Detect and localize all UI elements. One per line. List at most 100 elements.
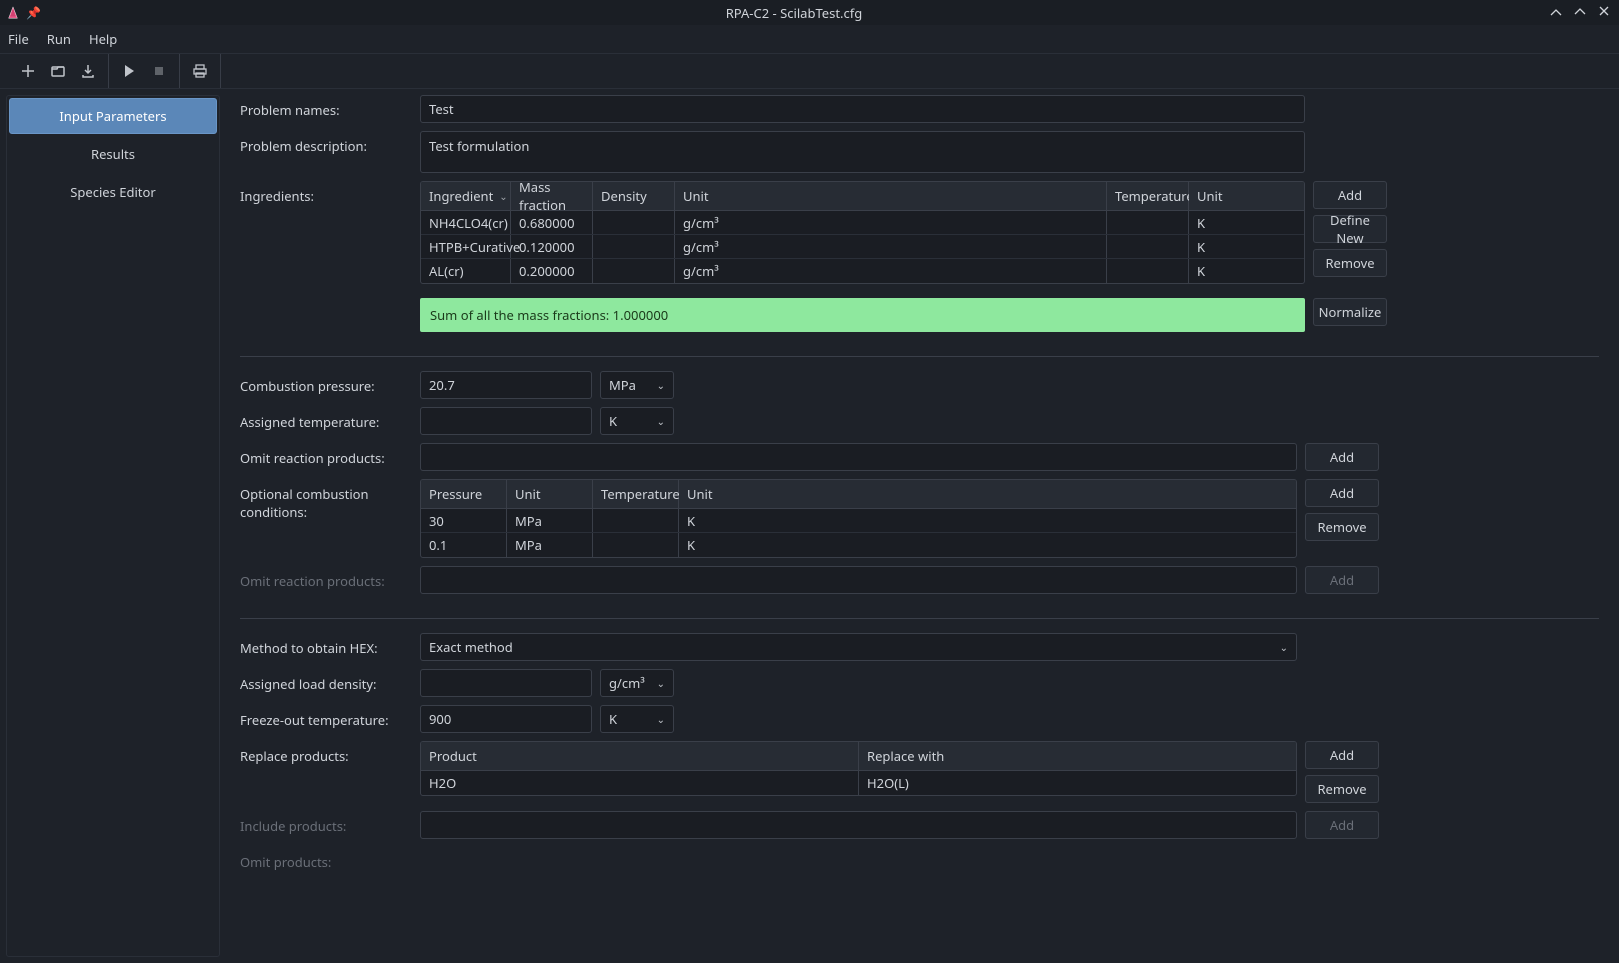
problem-description-input[interactable]: Test formulation xyxy=(420,131,1305,173)
table-row[interactable]: 0.1MPaK xyxy=(421,533,1296,557)
save-button[interactable] xyxy=(74,57,102,85)
replace-products-table[interactable]: Product Replace with H2OH2O(L) xyxy=(420,741,1297,796)
cell-unit: MPa xyxy=(507,533,593,557)
col-pressure[interactable]: Pressure xyxy=(421,480,507,508)
cell-unit: MPa xyxy=(507,509,593,532)
sidebar-item-species-editor[interactable]: Species Editor xyxy=(9,174,217,210)
combustion-pressure-unit-select[interactable]: MPa⌄ xyxy=(600,371,674,399)
table-row[interactable]: H2OH2O(L) xyxy=(421,771,1296,795)
menu-help[interactable]: Help xyxy=(89,30,117,48)
sidebar-item-input-parameters[interactable]: Input Parameters xyxy=(9,98,217,134)
omit-products-add-button-2: Add xyxy=(1305,566,1379,594)
include-products-input[interactable] xyxy=(420,811,1297,839)
ingredients-add-button[interactable]: Add xyxy=(1313,181,1387,209)
sidebar-item-results[interactable]: Results xyxy=(9,136,217,172)
cell-mass-fraction: 0.200000 xyxy=(511,259,593,283)
cell-ingredient: HTPB+Curative xyxy=(421,235,511,258)
cell-mass-fraction: 0.680000 xyxy=(511,211,593,234)
toolbar xyxy=(0,53,1619,89)
col-temperature[interactable]: Temperature xyxy=(593,480,679,508)
col-ingredient[interactable]: Ingredient⌄ xyxy=(421,182,511,210)
load-density-input[interactable] xyxy=(420,669,592,697)
menu-run[interactable]: Run xyxy=(47,30,71,48)
include-products-add-button: Add xyxy=(1305,811,1379,839)
problem-name-input[interactable] xyxy=(420,95,1305,123)
load-density-unit-select[interactable]: g/cm³⌄ xyxy=(600,669,674,697)
sidebar: Input Parameters Results Species Editor xyxy=(6,95,220,957)
cell-unit: g/cm³ xyxy=(675,211,1107,234)
cell-mass-fraction: 0.120000 xyxy=(511,235,593,258)
cell-ingredient: NH4CLO4(cr) xyxy=(421,211,511,234)
replace-add-button[interactable]: Add xyxy=(1305,741,1379,769)
cell-unit: g/cm³ xyxy=(675,259,1107,283)
normalize-button[interactable]: Normalize xyxy=(1313,298,1387,326)
col-product[interactable]: Product xyxy=(421,742,859,770)
assigned-temperature-unit-select[interactable]: K⌄ xyxy=(600,407,674,435)
label-ingredients: Ingredients: xyxy=(240,181,420,205)
method-hex-select[interactable]: Exact method⌄ xyxy=(420,633,1297,661)
label-optional-conditions: Optional combustion conditions: xyxy=(240,479,420,521)
pin-icon[interactable]: 📌 xyxy=(26,4,41,21)
window-title: RPA-C2 - ScilabTest.cfg xyxy=(41,4,1547,22)
conditions-remove-button[interactable]: Remove xyxy=(1305,513,1379,541)
label-omit-products: Omit products: xyxy=(240,847,420,871)
col-unit[interactable]: Unit xyxy=(675,182,1107,210)
divider xyxy=(240,618,1599,619)
col-unit2[interactable]: Unit xyxy=(679,480,1296,508)
stop-button xyxy=(145,57,173,85)
combustion-pressure-input[interactable] xyxy=(420,371,592,399)
titlebar: 📌 RPA-C2 - ScilabTest.cfg xyxy=(0,0,1619,25)
ingredients-table[interactable]: Ingredient⌄ Mass fraction Density Unit T… xyxy=(420,181,1305,284)
cell-unit: g/cm³ xyxy=(675,235,1107,258)
ingredients-define-new-button[interactable]: Define New xyxy=(1313,215,1387,243)
conditions-table[interactable]: Pressure Unit Temperature Unit 30MPaK0.1… xyxy=(420,479,1297,558)
cell-unit2: K xyxy=(679,509,1296,532)
cell-pressure: 0.1 xyxy=(421,533,507,557)
col-density[interactable]: Density xyxy=(593,182,675,210)
cell-temperature xyxy=(593,509,679,532)
cell-temperature xyxy=(1107,259,1189,283)
table-row[interactable]: AL(cr)0.200000g/cm³K xyxy=(421,259,1304,283)
replace-remove-button[interactable]: Remove xyxy=(1305,775,1379,803)
label-load-density: Assigned load density: xyxy=(240,669,420,693)
table-row[interactable]: NH4CLO4(cr)0.680000 g/cm³ K xyxy=(421,211,1304,235)
open-button[interactable] xyxy=(44,57,72,85)
col-replace-with[interactable]: Replace with xyxy=(859,742,1296,770)
run-button[interactable] xyxy=(115,57,143,85)
minimize-button[interactable] xyxy=(1547,4,1565,22)
chevron-down-icon: ⌄ xyxy=(657,414,665,428)
ingredients-remove-button[interactable]: Remove xyxy=(1313,249,1387,277)
print-button[interactable] xyxy=(186,57,214,85)
cell-temperature xyxy=(1107,211,1189,234)
new-button[interactable] xyxy=(14,57,42,85)
divider xyxy=(240,356,1599,357)
omit-reaction-products-input[interactable] xyxy=(420,443,1297,471)
chevron-down-icon: ⌄ xyxy=(657,676,665,690)
sort-icon: ⌄ xyxy=(499,189,507,203)
freeze-out-unit-select[interactable]: K⌄ xyxy=(600,705,674,733)
conditions-add-button[interactable]: Add xyxy=(1305,479,1379,507)
cell-unit2: K xyxy=(1189,211,1304,234)
table-row[interactable]: 30MPaK xyxy=(421,509,1296,533)
table-row[interactable]: HTPB+Curative0.120000 g/cm³ K xyxy=(421,235,1304,259)
omit-products-add-button[interactable]: Add xyxy=(1305,443,1379,471)
col-mass-fraction[interactable]: Mass fraction xyxy=(511,182,593,210)
close-button[interactable] xyxy=(1595,4,1613,22)
assigned-temperature-input[interactable] xyxy=(420,407,592,435)
label-include-products: Include products: xyxy=(240,811,420,835)
app-icon xyxy=(6,6,20,20)
col-unit[interactable]: Unit xyxy=(507,480,593,508)
chevron-down-icon: ⌄ xyxy=(657,378,665,392)
freeze-out-input[interactable] xyxy=(420,705,592,733)
content-panel: Problem names: Problem description: Test… xyxy=(226,95,1613,957)
cell-unit2: K xyxy=(1189,235,1304,258)
maximize-button[interactable] xyxy=(1571,4,1589,22)
label-combustion-pressure: Combustion pressure: xyxy=(240,371,420,395)
col-unit2[interactable]: Unit xyxy=(1189,182,1304,210)
label-assigned-temperature: Assigned temperature: xyxy=(240,407,420,431)
menu-file[interactable]: File xyxy=(8,30,29,48)
omit-reaction-products-input-2[interactable] xyxy=(420,566,1297,594)
mass-fraction-sum-bar: Sum of all the mass fractions: 1.000000 xyxy=(420,298,1305,332)
col-temperature[interactable]: Temperature xyxy=(1107,182,1189,210)
label-omit-reaction-products-2: Omit reaction products: xyxy=(240,566,420,590)
